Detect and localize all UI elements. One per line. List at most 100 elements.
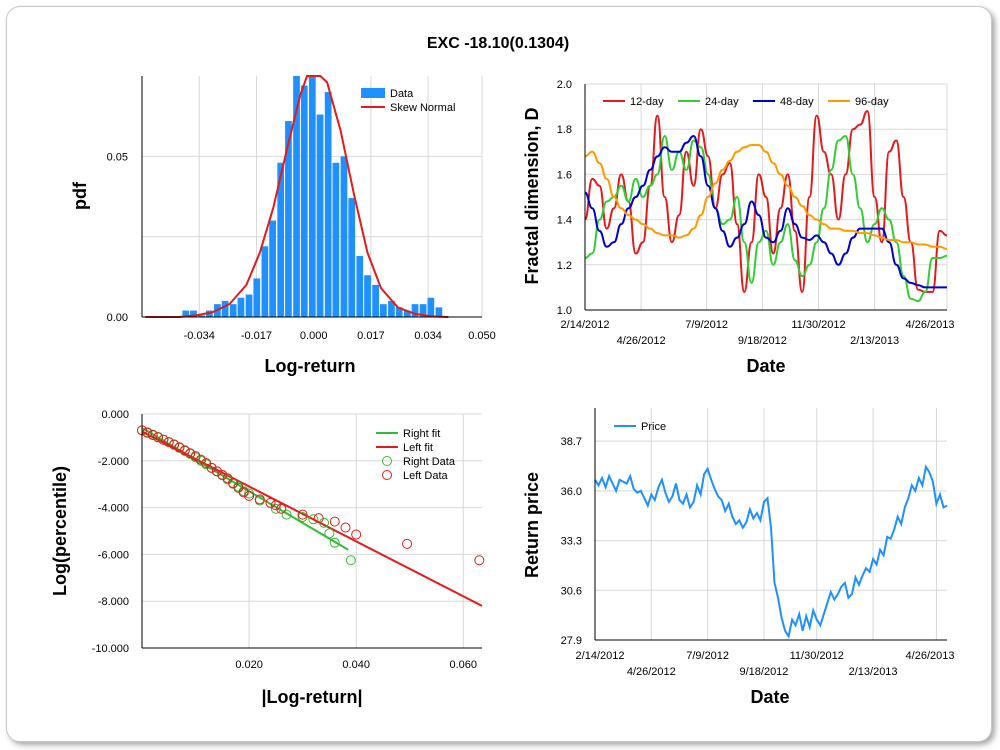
legend-marker-right-data: [382, 456, 392, 466]
price-xtick-label: 2/14/2012: [576, 650, 625, 662]
histogram-xtick-label: -0.017: [241, 330, 272, 342]
left-data-point: [313, 513, 324, 524]
price-ytick-label: 36.0: [561, 486, 582, 498]
price-ylabel: Return price: [522, 472, 542, 578]
price-xlabel: Date: [750, 687, 789, 707]
right-data-point: [308, 514, 319, 525]
legend-marker-left-data: [382, 470, 392, 480]
tail-ytick-label: -6.000: [98, 549, 129, 561]
histogram-bar: [403, 310, 411, 317]
fractal-ytick-label: 1.0: [557, 305, 572, 317]
tail-xtick-label: 0.020: [235, 659, 263, 671]
right-data-point: [270, 503, 281, 514]
left-data-point: [329, 516, 340, 527]
price-xtick-label: 11/30/2012: [790, 650, 844, 662]
fractal-xtick-label: 2/13/2013: [850, 335, 899, 347]
histogram-ytick-label: 0.05: [107, 151, 128, 163]
histogram-bar: [308, 76, 316, 317]
price-ytick-label: 27.9: [561, 635, 582, 647]
price-xtick-label: 2/13/2013: [849, 666, 898, 678]
histogram-xtick-label: -0.034: [184, 330, 215, 342]
left-data-point: [402, 538, 413, 549]
legend-label-right-fit: Right fit: [403, 428, 440, 440]
histogram-bar: [277, 162, 285, 317]
tail-xtick-label: 0.060: [449, 659, 477, 671]
histogram-bar: [348, 198, 356, 317]
legend-label-left-data: Left Data: [403, 470, 449, 482]
price-series-line: [594, 464, 948, 639]
right-data-point: [297, 511, 308, 522]
fractal-xtick-label: 11/30/2012: [791, 319, 845, 331]
right-data-point: [345, 555, 356, 566]
histogram-bar: [324, 92, 332, 317]
histogram-xtick-label: 0.034: [414, 330, 442, 342]
histogram-bar: [316, 114, 324, 317]
histogram-xtick-label: 0.000: [300, 330, 328, 342]
histogram-bar: [427, 297, 435, 317]
left-data-point: [174, 442, 185, 453]
legend-swatch-data: [361, 88, 385, 98]
tail-ytick-label: -2.000: [98, 456, 129, 468]
histogram-bar: [419, 304, 427, 317]
legend-label-right-data: Right Data: [403, 456, 456, 468]
fractal-series-12-day: [584, 110, 948, 293]
histogram-bar: [190, 310, 197, 317]
fractal-ytick-label: 1.4: [557, 215, 572, 227]
price-xtick-label: 4/26/2013: [906, 650, 955, 662]
histogram-bar: [261, 246, 269, 317]
left-data-point: [158, 434, 169, 445]
left-data-point: [185, 448, 196, 459]
left-data-point: [297, 509, 308, 520]
histogram-bar: [340, 156, 348, 317]
legend-label-price: Price: [641, 421, 666, 433]
price-xtick-label: 9/18/2012: [739, 666, 788, 678]
histogram-bar: [293, 76, 300, 317]
left-data-point: [340, 522, 351, 533]
left-data-point: [217, 469, 228, 480]
left-data-point: [142, 427, 153, 438]
left-data-point: [169, 439, 180, 450]
left-data-point: [351, 529, 362, 540]
histogram-bar: [198, 315, 205, 317]
fractal-ytick-label: 1.2: [557, 260, 572, 272]
tail-ytick-label: -4.000: [98, 503, 129, 515]
price-legend: Price: [614, 421, 666, 433]
right-data-point: [329, 537, 340, 548]
legend-label-12-day: 12-day: [630, 96, 664, 108]
left-data-point: [211, 466, 222, 477]
histogram-bar: [229, 304, 237, 317]
left-data-point: [190, 451, 201, 462]
fractal-series-24-day: [584, 134, 948, 302]
left-data-point: [195, 454, 206, 465]
tail-ytick-label: -10.000: [92, 643, 129, 655]
histogram-bar: [395, 307, 403, 317]
fractal-xtick-label: 7/9/2012: [685, 319, 728, 331]
left-data-point: [254, 494, 265, 505]
histogram-bar: [380, 304, 387, 317]
histogram-panel: -0.034 -0.017 0.000 0.017 0.034 0.050 0.00 0.05…: [70, 75, 496, 376]
legend-label-skew-normal: Skew Normal: [390, 102, 455, 114]
histogram-bar: [245, 294, 253, 317]
histogram-bar: [300, 85, 308, 317]
right-data-point: [281, 509, 292, 520]
histogram-bar: [372, 284, 379, 317]
left-data-point: [276, 503, 287, 514]
histogram-ylabel: pdf: [70, 181, 90, 210]
fractal-xtick-label: 4/26/2012: [617, 335, 666, 347]
left-data-point: [206, 462, 217, 473]
histogram-bar: [237, 297, 245, 317]
histogram-bar: [332, 162, 340, 317]
fractal-ylabel: Fractal dimension, D: [522, 107, 542, 284]
histogram-bar: [269, 220, 276, 317]
fractal-xtick-label: 2/14/2012: [561, 319, 610, 331]
fractal-ytick-label: 1.8: [557, 124, 572, 136]
left-data-point: [238, 487, 249, 498]
skew-normal-curve: [145, 75, 449, 318]
tail-ylabel: Log(percentile): [50, 466, 70, 596]
price-panel: 27.9 30.6 33.3 36.0 38.7 2/14/2012 7/9/2012 11/…: [522, 408, 954, 707]
histogram-bar: [182, 310, 190, 317]
tail-ytick-label: -8.000: [98, 596, 129, 608]
histogram-legend: Data Skew Normal: [361, 88, 455, 114]
fractal-ytick-label: 2.0: [557, 79, 572, 91]
